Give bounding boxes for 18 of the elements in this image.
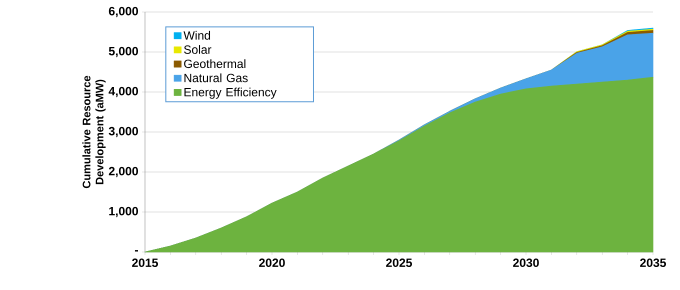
x-tick-label: 2030 [513,258,539,268]
x-tick-label: 2035 [640,258,666,268]
y-tick-label: 4,000 [108,86,138,98]
y-tick-label: 6,000 [108,6,138,18]
legend-label: Energy Efficiency [184,88,277,99]
y-tick-label: 1,000 [109,206,138,218]
legend-label: Wind [184,30,210,40]
y-tick-label: 3,000 [108,126,138,138]
x-tick-label: 2020 [259,258,285,268]
legend-label: Geothermal [184,59,246,68]
y-axis-title: Cumulative Resource Development (aMW) [82,76,106,188]
x-tick-label: 2015 [132,258,158,268]
legend-label: Natural Gas [184,73,248,82]
legend-label: Solar [184,45,212,54]
y-tick-label: 2,000 [108,166,138,178]
y-tick-label: - [134,250,138,252]
y-tick-label: 5,000 [108,46,138,58]
x-tick-label: 2025 [386,258,412,268]
